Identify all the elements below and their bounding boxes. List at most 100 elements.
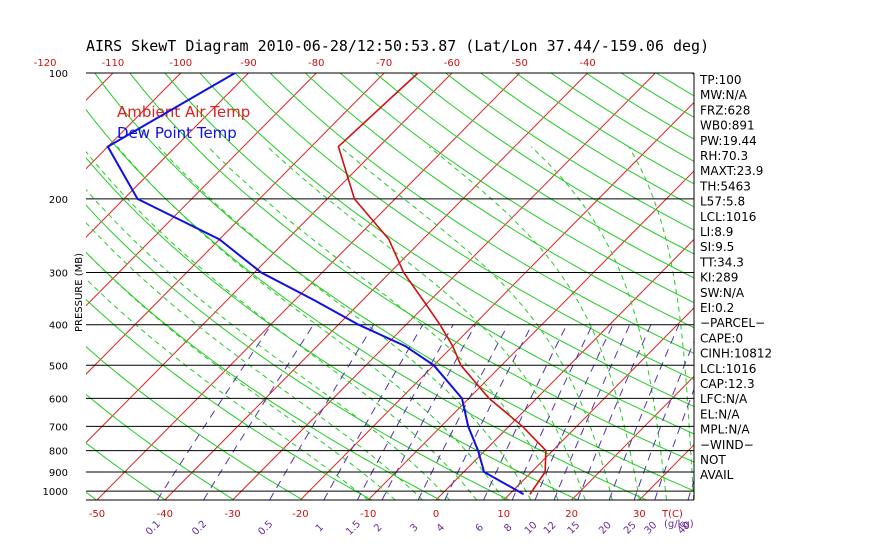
index-item: PW:19.44 bbox=[700, 134, 757, 148]
index-item: LCL:1016 bbox=[700, 362, 756, 376]
isotherm-line bbox=[96, 73, 521, 500]
mixing-ratio-tick: 4 bbox=[435, 522, 447, 534]
top-temp-tick: -90 bbox=[240, 58, 256, 69]
index-item: LFC:N/A bbox=[700, 392, 748, 406]
dew-point-profile-point bbox=[107, 146, 109, 148]
dew-point-profile bbox=[106, 72, 524, 495]
index-item: LCL:1016 bbox=[700, 210, 756, 224]
dry-adiabat bbox=[339, 73, 694, 304]
index-item: TT:34.3 bbox=[699, 255, 744, 269]
mixing-ratio-line bbox=[269, 324, 375, 500]
air-temp-profile-point bbox=[337, 146, 339, 148]
top-temp-tick-labels: -120 -110 -100 -90 -80 -70 -60 -50 -40 bbox=[34, 58, 596, 69]
air-temp-profile-point bbox=[544, 471, 546, 473]
index-item: −WIND− bbox=[700, 438, 754, 452]
top-temp-tick: -60 bbox=[444, 58, 460, 69]
dry-adiabat bbox=[86, 251, 441, 500]
isotherm-line bbox=[367, 170, 694, 500]
mixing-ratio-line bbox=[203, 324, 314, 500]
index-item: AVAIL bbox=[700, 468, 734, 482]
dry-adiabat bbox=[234, 73, 694, 381]
index-item: NOT bbox=[700, 453, 726, 467]
mixing-ratio-tick: 12 bbox=[542, 520, 559, 537]
y-tick-label: 400 bbox=[49, 321, 68, 332]
mixing-ratio-line bbox=[511, 324, 593, 500]
mixing-ratio-line bbox=[534, 324, 614, 500]
mixing-ratio-tick: 0.5 bbox=[256, 519, 275, 538]
y-tick-label: 300 bbox=[49, 269, 68, 280]
dew-point-profile-point bbox=[483, 471, 485, 473]
top-temp-tick: -110 bbox=[102, 58, 125, 69]
dew-point-profile-point bbox=[477, 450, 479, 452]
dry-adiabat bbox=[199, 73, 694, 407]
top-temp-tick: -70 bbox=[376, 58, 392, 69]
y-tick-label: 200 bbox=[49, 195, 68, 206]
dew-point-profile-point bbox=[136, 198, 139, 200]
dry-adiabat bbox=[655, 73, 694, 97]
y-tick-label: 900 bbox=[49, 468, 68, 479]
air-temp-profile-point bbox=[488, 397, 490, 399]
isotherm-line bbox=[503, 307, 694, 500]
air-temp-profile-point bbox=[460, 364, 462, 366]
mixing-ratio-line bbox=[654, 387, 694, 500]
mixing-ratio-line bbox=[553, 324, 631, 500]
moist-adiabat bbox=[207, 146, 559, 500]
y-tick-label: 500 bbox=[49, 361, 68, 372]
y-tick-label: 1000 bbox=[43, 487, 68, 498]
mixing-ratio-line bbox=[444, 324, 533, 500]
mixing-ratio-tick: 20 bbox=[597, 520, 614, 537]
mixing-ratio-tick: 0.2 bbox=[190, 519, 209, 538]
top-temp-tick: -120 bbox=[34, 58, 57, 69]
index-item: FRZ:628 bbox=[700, 103, 750, 117]
dry-adiabat bbox=[129, 73, 694, 463]
dry-adiabat bbox=[762, 73, 870, 500]
mixing-ratio-line bbox=[417, 324, 509, 500]
index-item: SW:N/A bbox=[700, 286, 745, 300]
dew-point-profile-point bbox=[522, 493, 524, 495]
index-item: CAPE:0 bbox=[700, 331, 743, 345]
dry-adiabat bbox=[86, 298, 372, 500]
isotherm-line bbox=[86, 73, 385, 375]
y-tick-label: 800 bbox=[49, 447, 68, 458]
bottom-temp-tick: -10 bbox=[360, 509, 376, 520]
bottom-temp-tick: -40 bbox=[157, 509, 173, 520]
chart-title: AIRS SkewT Diagram 2010-06-28/12:50:53.8… bbox=[86, 37, 709, 55]
dew-point-profile-point bbox=[260, 271, 262, 274]
index-item: L57:5.8 bbox=[700, 195, 745, 209]
dry-adiabat bbox=[304, 73, 694, 329]
isotherm-line bbox=[0, 73, 45, 500]
bottom-temp-tick: 10 bbox=[497, 509, 510, 520]
y-tick-label: 700 bbox=[49, 422, 68, 433]
isotherm-line bbox=[775, 73, 870, 500]
dew-point-profile-point bbox=[467, 425, 469, 427]
index-item: CAP:12.3 bbox=[700, 377, 755, 391]
air-temp-profile-point bbox=[529, 493, 531, 495]
dry-adiabat bbox=[269, 73, 694, 354]
index-item: TP:100 bbox=[699, 73, 742, 87]
isotherm-line bbox=[232, 73, 656, 500]
bottom-temp-tick: 30 bbox=[633, 509, 646, 520]
legend: Ambient Air Temp Dew Point Temp bbox=[117, 103, 250, 142]
top-temp-tick: -100 bbox=[169, 58, 192, 69]
isotherm-line bbox=[86, 73, 114, 101]
top-temp-tick: -50 bbox=[512, 58, 528, 69]
mixing-ratio-tick: 30 bbox=[643, 520, 660, 537]
isotherm-line bbox=[86, 73, 249, 238]
dew-point-profile-point bbox=[218, 238, 220, 240]
mixing-ratio-tick: 10 bbox=[523, 520, 540, 537]
index-item: MW:N/A bbox=[700, 88, 748, 102]
dew-point-profile-point bbox=[433, 364, 435, 366]
mixing-ratio-unit: (g/kg) bbox=[664, 519, 694, 530]
air-temp-profile-point bbox=[545, 450, 547, 452]
bottom-temp-unit: T(C) bbox=[661, 509, 683, 520]
moist-adiabat bbox=[266, 146, 586, 500]
mixing-ratio-tick: 1.5 bbox=[344, 519, 363, 538]
mixing-ratio-tick: 15 bbox=[566, 520, 583, 537]
bottom-temp-tick: -20 bbox=[292, 509, 308, 520]
top-temp-tick: -40 bbox=[579, 58, 595, 69]
mixing-ratio-line bbox=[156, 324, 272, 500]
index-item: EI:0.2 bbox=[700, 301, 734, 315]
isotherm-line bbox=[300, 101, 694, 500]
